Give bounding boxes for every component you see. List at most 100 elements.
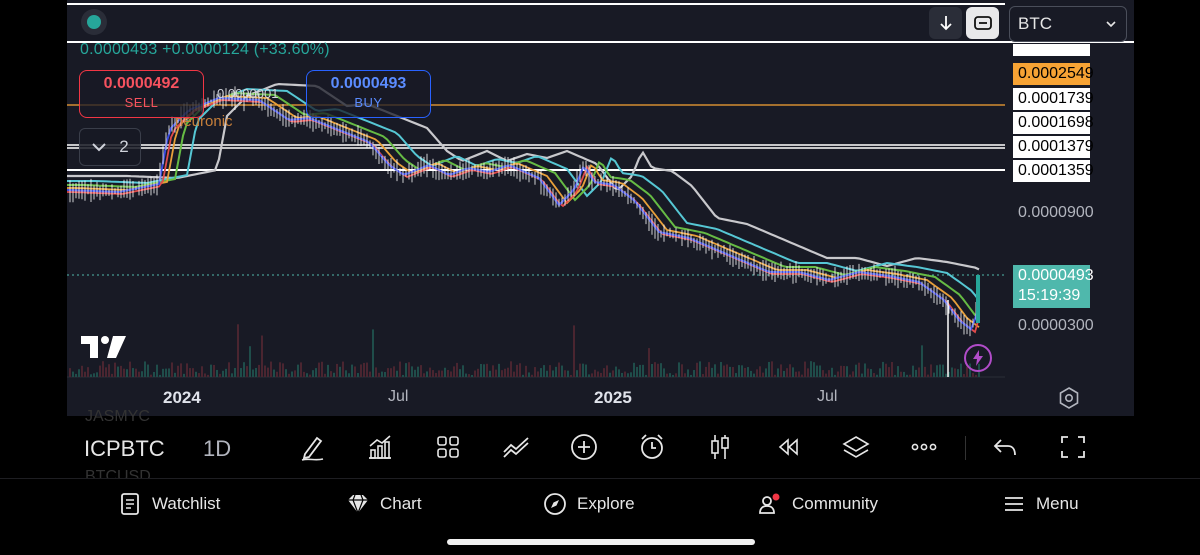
volume-bar [90, 374, 92, 377]
volume-bar [876, 374, 878, 377]
lightning-icon[interactable] [964, 344, 992, 372]
volume-bar [423, 373, 425, 377]
nav-chart[interactable]: Chart [346, 491, 422, 517]
volume-bar [549, 365, 551, 377]
chart-type-button[interactable] [703, 430, 737, 464]
nav-watchlist[interactable]: Watchlist [118, 491, 220, 517]
chart-panel[interactable]: neuronic 0.0000493 +0.0000124 (+33.60%) … [67, 0, 1134, 478]
volume-bar [843, 365, 845, 377]
layers-icon [842, 436, 870, 458]
volume-bar [714, 364, 716, 377]
buy-price: 0.0000493 [330, 75, 407, 92]
volume-bar [192, 368, 194, 377]
volume-bar [579, 363, 581, 377]
volume-bar [522, 374, 524, 377]
volume-bar [801, 374, 803, 377]
volume-bar [939, 364, 941, 377]
volume-bar [486, 363, 488, 377]
volume-bar [651, 363, 653, 377]
volume-bar [729, 366, 731, 377]
volume-bar [210, 364, 212, 377]
more-button[interactable] [907, 430, 941, 464]
moving-average-line [67, 99, 980, 334]
volume-bar [783, 370, 785, 377]
scroll-to-latest-button[interactable] [929, 7, 962, 39]
sell-button[interactable]: 0.0000492 SELL [79, 70, 204, 118]
layout-grid-button[interactable] [431, 430, 465, 464]
volume-bar [630, 372, 632, 377]
volume-bar [297, 364, 299, 377]
volume-bar [975, 374, 977, 377]
volume-bar [819, 365, 821, 377]
menu-icon [1005, 497, 1023, 511]
moving-average-line [67, 96, 980, 331]
interval-button[interactable]: 1D [203, 436, 232, 461]
volume-bar [159, 374, 161, 377]
volume-bar [240, 368, 242, 377]
volume-bar [582, 363, 584, 377]
volume-bar [396, 370, 398, 377]
drawing-tool-button[interactable] [295, 430, 329, 464]
volume-bar [411, 366, 413, 377]
volume-bar [663, 368, 665, 377]
volume-bar [894, 374, 896, 377]
volume-bar [462, 365, 464, 377]
undo-button[interactable] [988, 430, 1022, 464]
volume-bar [372, 329, 374, 377]
volume-bar [705, 366, 707, 377]
compare-button[interactable] [499, 430, 533, 464]
volume-bar [597, 371, 599, 377]
volume-bar [789, 364, 791, 377]
price-chart[interactable]: neuronic [67, 0, 1134, 478]
volume-bar [867, 368, 869, 377]
volume-bar [732, 367, 734, 377]
volume-bar [246, 366, 248, 377]
volume-bar [474, 370, 476, 377]
volume-bar [225, 368, 227, 377]
volume-bar [336, 363, 338, 377]
volume-bar [879, 368, 881, 377]
indicators-button[interactable] [363, 430, 397, 464]
buy-button[interactable]: 0.0000493 BUY [306, 70, 431, 118]
volume-bar [435, 372, 437, 377]
volume-bar [306, 373, 308, 377]
volume-bar [660, 363, 662, 377]
volume-bar [618, 369, 620, 377]
bottom-navigation: Watchlist Chart Explore Community Menu [0, 478, 1200, 555]
volume-bar [747, 367, 749, 377]
alert-button[interactable] [635, 430, 669, 464]
volume-bar [456, 362, 458, 377]
status-indicator[interactable] [81, 9, 107, 35]
volume-bar [711, 367, 713, 377]
volume-bar [798, 371, 800, 377]
volume-bar [201, 366, 203, 377]
nav-community[interactable]: Community [758, 491, 878, 517]
nav-explore[interactable]: Explore [543, 491, 635, 517]
fullscreen-button[interactable] [1056, 430, 1090, 464]
time-label: Jul [388, 388, 409, 405]
replay-button[interactable] [771, 430, 805, 464]
nav-label: Watchlist [152, 494, 221, 513]
volume-bar [321, 361, 323, 377]
volume-bar [756, 369, 758, 377]
volume-bar [897, 366, 899, 377]
volume-bar [933, 372, 935, 377]
volume-bar [537, 371, 539, 377]
symbol-button[interactable]: ICPBTC [84, 436, 165, 461]
volume-bar [921, 345, 923, 377]
fit-chart-button[interactable] [966, 7, 999, 39]
indicators-toggle-button[interactable]: 2 [79, 128, 141, 166]
volume-bar [969, 363, 971, 377]
objects-tree-button[interactable] [839, 430, 873, 464]
add-button[interactable] [567, 430, 601, 464]
chart-settings-icon[interactable] [1057, 386, 1081, 410]
volume-bar [291, 371, 293, 377]
nav-menu[interactable]: Menu [1002, 491, 1079, 517]
volume-bar [330, 371, 332, 377]
currency-select[interactable]: BTC [1009, 6, 1127, 42]
current-price: 0.0000493 [1018, 267, 1094, 284]
volume-bar [780, 364, 782, 377]
volume-bar [888, 367, 890, 377]
volume-bar [960, 363, 962, 377]
price-badge [1013, 44, 1090, 56]
